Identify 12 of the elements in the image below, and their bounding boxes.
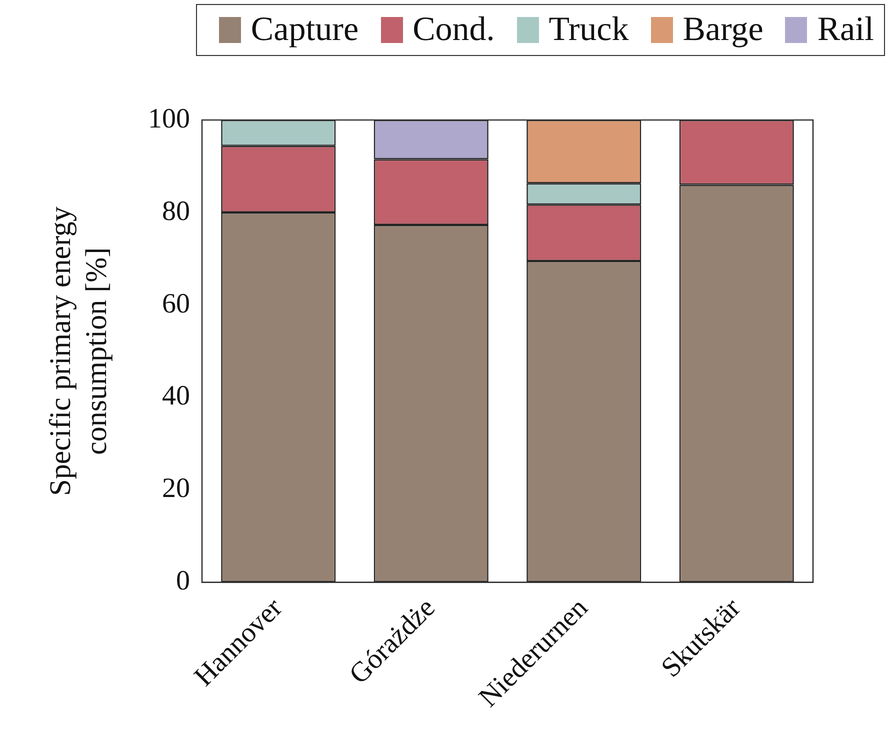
legend-label: Cond. (412, 11, 495, 49)
legend-label: Capture (250, 11, 359, 49)
legend-label: Barge (682, 11, 764, 49)
y-tick-label: 80 (162, 196, 190, 227)
y-axis-title: Specific primary energy consumption [%] (44, 206, 113, 496)
legend-label: Rail (817, 11, 874, 49)
y-tick-label: 60 (162, 288, 190, 320)
legend-label: Truck (548, 11, 629, 49)
y-tick-label: 20 (162, 473, 190, 504)
y-tick-label: 40 (162, 380, 190, 412)
y-tick-label: 100 (148, 103, 190, 134)
y-tick-label: 0 (176, 566, 190, 597)
